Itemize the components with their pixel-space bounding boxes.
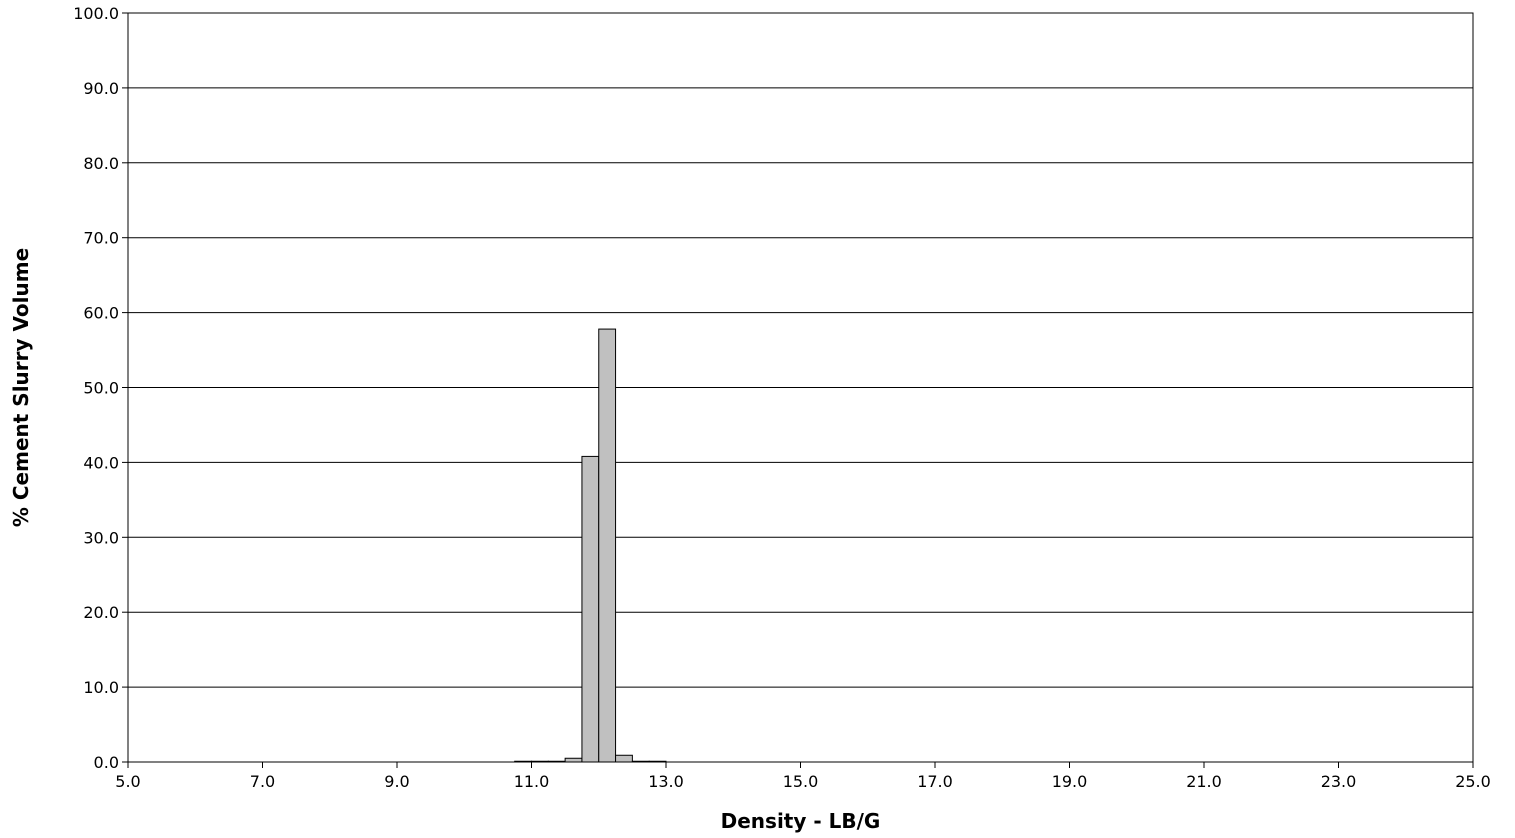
x-tick-label: 25.0 [1455, 772, 1491, 791]
x-tick-label: 21.0 [1186, 772, 1222, 791]
y-tick-label: 50.0 [83, 379, 119, 398]
bars [514, 328, 667, 763]
x-tick-label: 23.0 [1321, 772, 1357, 791]
x-axis-title: Density - LB/G [721, 809, 881, 833]
histogram-bar [615, 754, 633, 763]
x-tick-label: 17.0 [917, 772, 953, 791]
y-tick-label: 70.0 [83, 229, 119, 248]
y-tick-label: 100.0 [73, 4, 119, 23]
x-tick-label: 13.0 [648, 772, 684, 791]
x-tick-label: 9.0 [384, 772, 409, 791]
axis-ticks: 0.0 10.0 20.0 30.0 40.0 50.0 60.0 70.0 80.0 90.0 1… [73, 4, 1491, 791]
x-tick-label: 11.0 [514, 772, 550, 791]
x-tick-label: 5.0 [115, 772, 140, 791]
y-tick-label: 60.0 [83, 304, 119, 323]
x-tick-label: 19.0 [1052, 772, 1088, 791]
y-tick-label: 80.0 [83, 154, 119, 173]
y-tick-label: 40.0 [83, 453, 119, 472]
histogram-bar [564, 757, 583, 763]
y-tick-label: 30.0 [83, 528, 119, 547]
gridlines [128, 12, 1473, 763]
y-axis-title: % Cement Slurry Volume [9, 248, 33, 527]
y-tick-label: 20.0 [83, 603, 119, 622]
x-tick-label: 7.0 [250, 772, 275, 791]
y-tick-label: 10.0 [83, 678, 119, 697]
x-tick-label: 15.0 [783, 772, 819, 791]
y-tick-label: 90.0 [83, 79, 119, 98]
histogram-bar [598, 328, 617, 763]
histogram-bar [581, 455, 600, 763]
y-tick-label: 0.0 [94, 753, 119, 772]
